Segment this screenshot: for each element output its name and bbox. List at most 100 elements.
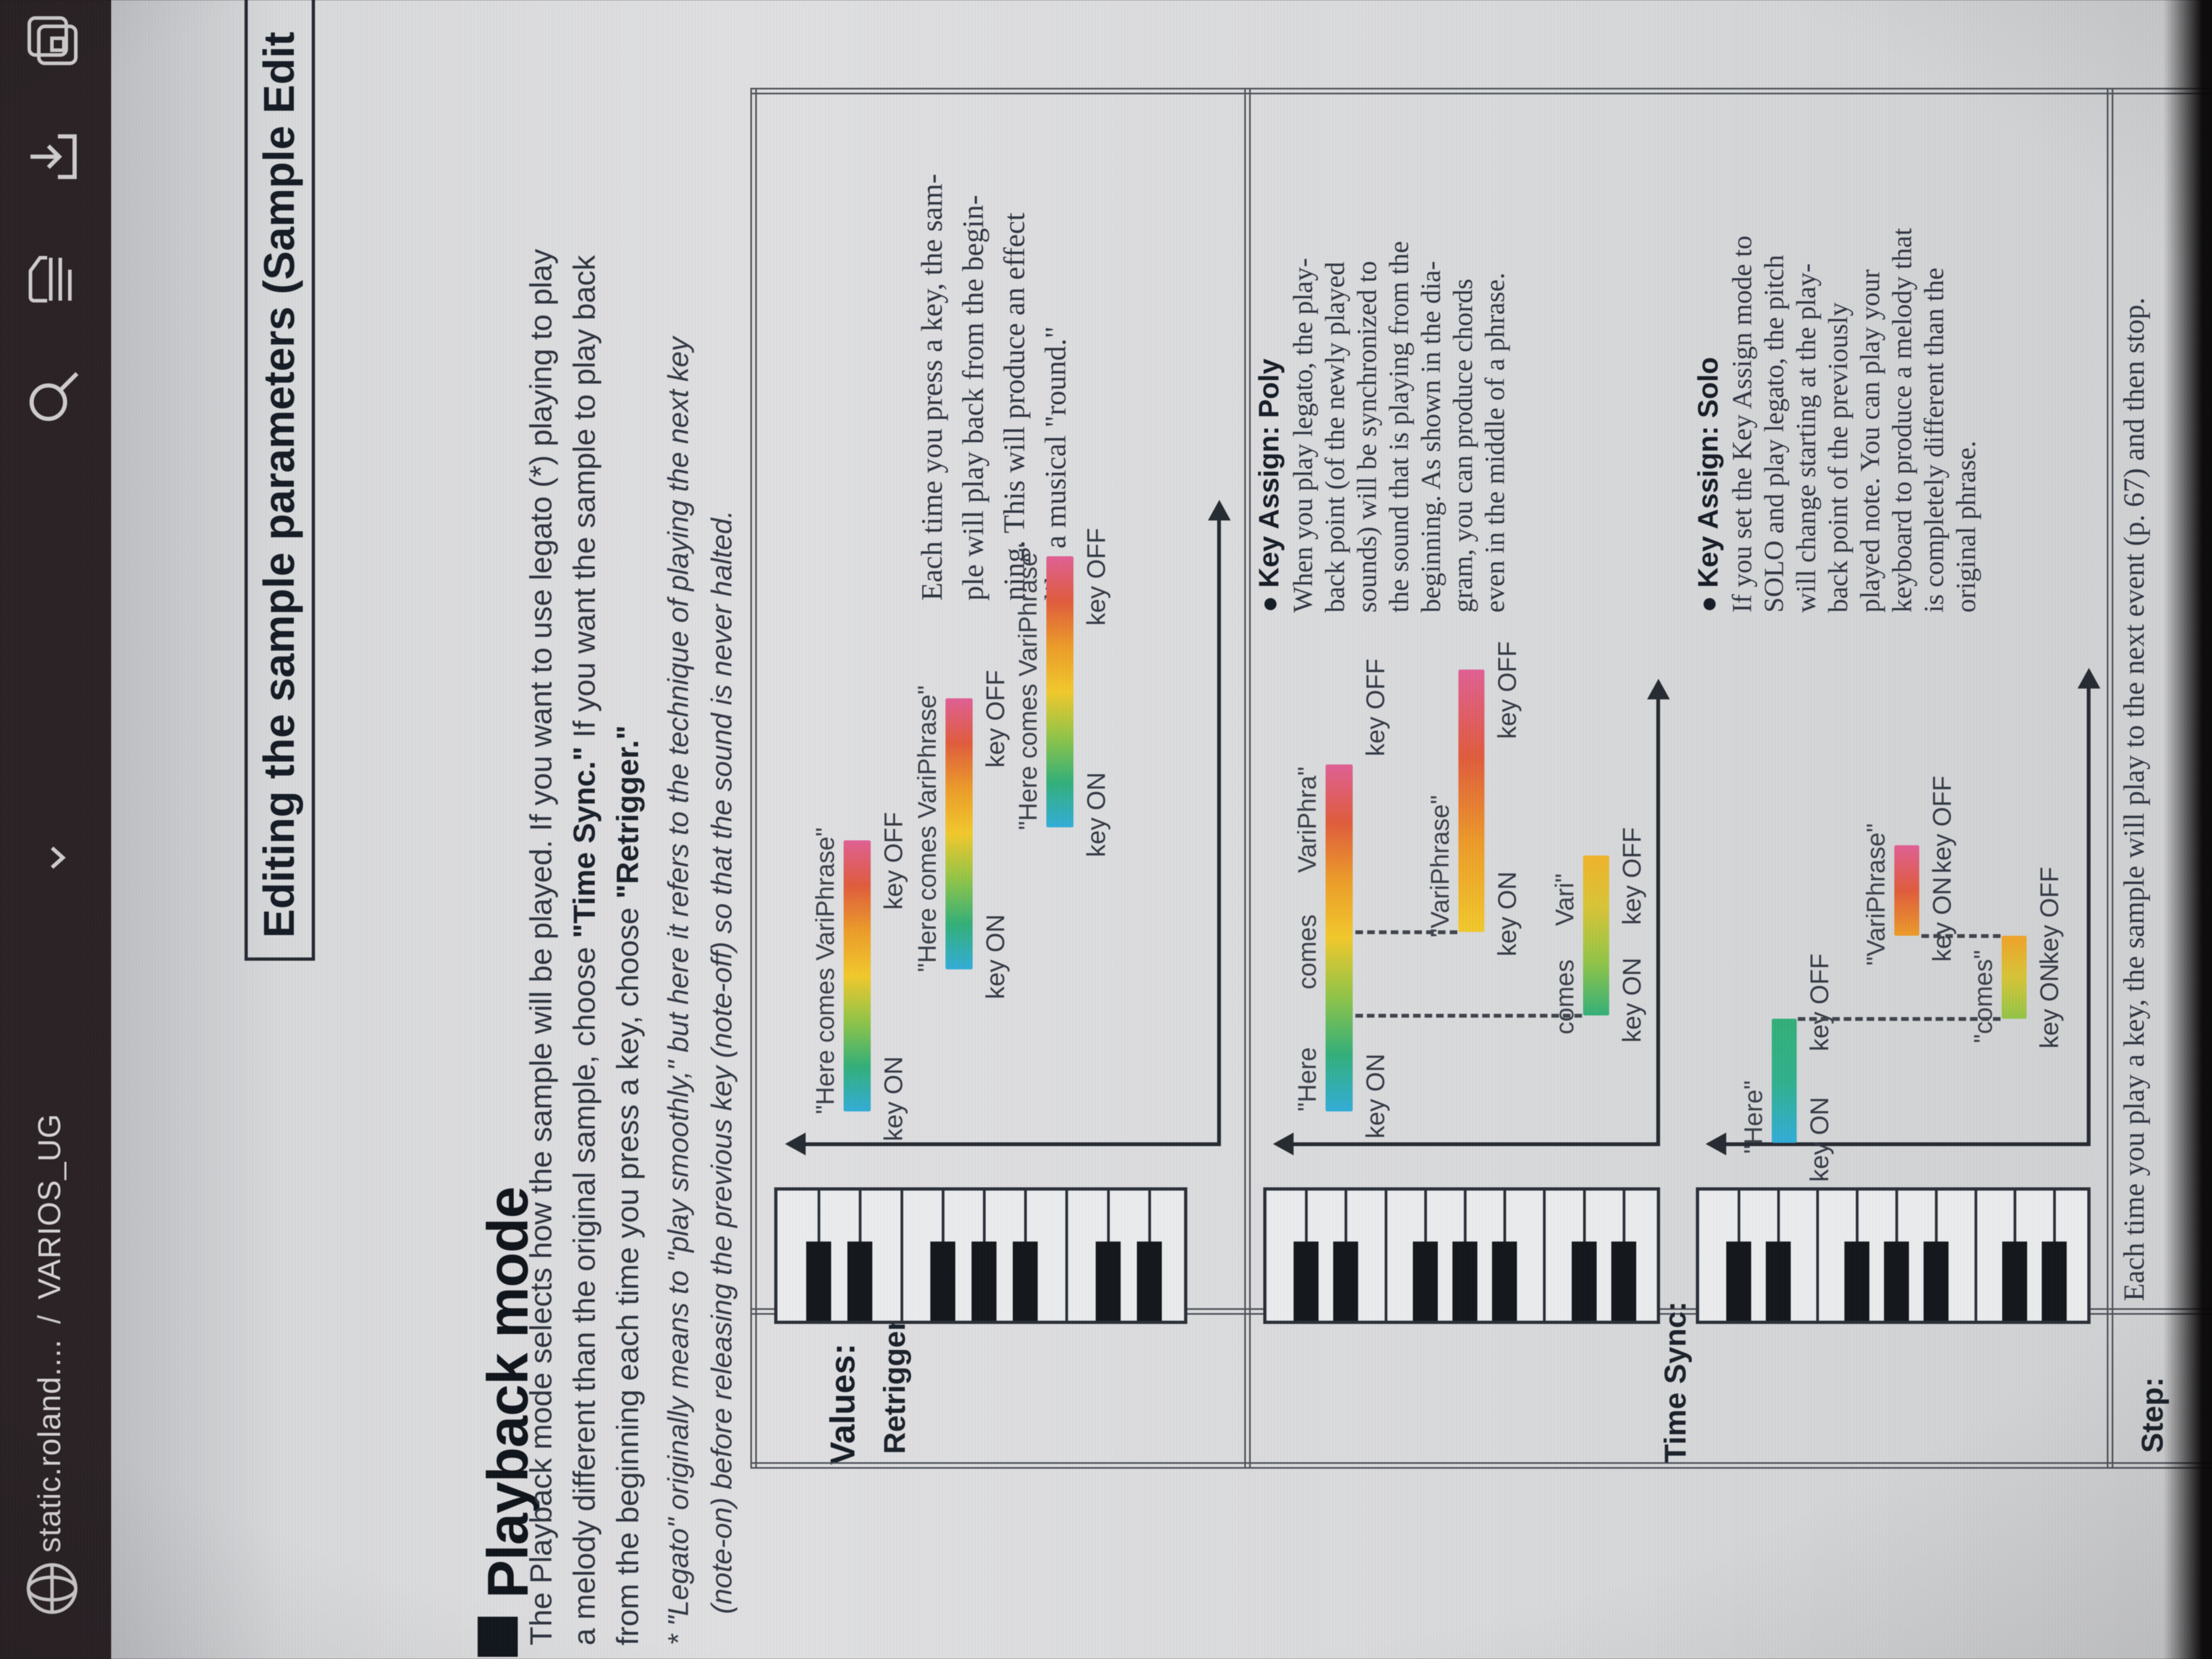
phrase-word-label: comes <box>1293 914 1321 989</box>
text-segment: "Retrigger." <box>610 725 645 899</box>
key-off-label: key OFF <box>879 812 908 910</box>
black-key <box>1333 1242 1359 1321</box>
key-assign-text-line: is completely different than the <box>1919 267 1950 613</box>
page-header-box: Editing the sample parameters (Sample Ed… <box>245 0 315 961</box>
key-assign-text-line: played note. You can play your <box>1855 269 1886 613</box>
black-key <box>1492 1242 1517 1321</box>
phrase-label: "Here comes VariPhrase" <box>1013 543 1042 830</box>
table-border-line <box>1249 88 1251 1469</box>
phrase-bar <box>1772 1019 1797 1143</box>
text-segment: (note-on) before releasing the previous … <box>706 510 738 1614</box>
sync-dash-line <box>1798 1017 2001 1021</box>
key-assign-poly-heading: ● Key Assign: Poly <box>1253 358 1285 613</box>
phrase-bar <box>1326 764 1353 1111</box>
black-key <box>1923 1242 1949 1321</box>
chevron-down-icon[interactable] <box>40 841 73 874</box>
key-assign-text-line: SOLO and play legato, the pitch <box>1759 254 1790 613</box>
pitch-axis-arrowhead-icon <box>785 1133 806 1155</box>
key-off-label: key OFF <box>1361 658 1390 756</box>
time-axis-arrowhead-icon <box>2078 668 2100 689</box>
text-segment: The Playback mode selects how the sample… <box>524 249 558 1645</box>
keyboard-graphic <box>1696 1187 2091 1324</box>
text-segment: a melody different than the original sam… <box>567 938 602 1645</box>
retrigger-text-line: ple will play back from the begin- <box>956 195 989 601</box>
phrase-word-label: "Here <box>1293 1047 1321 1111</box>
white-key-separator <box>1543 1191 1546 1321</box>
url-separator: / <box>32 1314 67 1324</box>
phrase-label: "Here" <box>1739 1080 1767 1154</box>
sync-dash-line <box>1921 934 2001 938</box>
pitch-axis-arrowhead-icon <box>1706 1133 1726 1155</box>
key-assign-text-line: back point of the previously <box>1823 302 1854 613</box>
phrase-bar <box>1894 845 1919 936</box>
address-bar[interactable]: static.roland.... / VARIOS_UG <box>31 1114 68 1553</box>
time-axis-line <box>1217 520 1221 1146</box>
black-key <box>2002 1242 2028 1321</box>
phrase-word-label: Vari" <box>1550 873 1579 926</box>
black-key <box>972 1242 996 1321</box>
globe-icon <box>24 1560 80 1617</box>
black-key <box>2042 1242 2067 1321</box>
key-on-label: key ON <box>981 914 1009 999</box>
table-border-line <box>2112 88 2113 1469</box>
url-document[interactable]: VARIOS_UG <box>32 1113 67 1300</box>
tab-switcher-icon[interactable] <box>21 11 86 70</box>
reader-view-icon[interactable] <box>21 249 86 309</box>
black-key <box>930 1242 955 1321</box>
pitch-axis-line <box>1722 1142 2091 1146</box>
intro-line: The Playback mode selects how the sample… <box>523 249 559 1645</box>
black-key <box>847 1242 873 1321</box>
black-key <box>1571 1242 1597 1321</box>
black-key <box>1452 1242 1477 1321</box>
keyboard-graphic <box>1263 1187 1660 1324</box>
key-assign-text-line: keyboard to produce a melody that <box>1887 228 1918 613</box>
phrase-bar <box>946 698 973 969</box>
key-assign-text-line: the sound that is playing from the <box>1384 241 1414 613</box>
table-border-line <box>750 93 2212 94</box>
key-off-label: key OFF <box>1617 827 1646 925</box>
table-border-line <box>1244 88 1246 1469</box>
key-assign-text-line: gram, you can produce chords <box>1448 278 1478 613</box>
table-border-line <box>750 88 2212 89</box>
intro-line: a melody different than the original sam… <box>567 255 602 1645</box>
footnote-line: (note-on) before releasing the previous … <box>705 510 738 1614</box>
key-on-label: key ON <box>1805 1097 1834 1182</box>
row-label-retrigger: Retrigger: <box>877 1309 911 1454</box>
black-key <box>1294 1242 1319 1321</box>
key-off-label: key OFF <box>1927 775 1956 873</box>
phrase-bar <box>1046 556 1073 827</box>
black-key <box>806 1242 832 1321</box>
step-text: Each time you play a key, the sample wil… <box>2118 297 2150 1301</box>
phrase-bar <box>844 840 871 1111</box>
text-segment: from the beginning each time you press a… <box>610 898 645 1645</box>
phrase-label: "VariPhrase" <box>1425 795 1454 937</box>
pdf-page: Editing the sample parameters (Sample Ed… <box>111 0 2212 1659</box>
phrase-bar <box>2002 936 2027 1019</box>
phrase-label: "Here comes VariPhrase" <box>912 685 941 972</box>
download-icon[interactable] <box>21 127 86 187</box>
key-assign-text-line: When you play legato, the play- <box>1288 258 1319 613</box>
time-axis-arrowhead-icon <box>1647 679 1670 699</box>
intro-line: from the beginning each time you press a… <box>610 725 646 1645</box>
key-assign-text-line: will change starting at the play- <box>1791 263 1822 613</box>
text-segment: * "Legato" originally means to "play smo… <box>663 337 695 1645</box>
table-border-line <box>755 88 757 1469</box>
key-off-label: key OFF <box>981 670 1009 768</box>
search-icon[interactable] <box>21 368 86 427</box>
phrase-word-label: VariPhra" <box>1293 766 1321 873</box>
retrigger-text-line: ning. This will produce an effect <box>998 213 1031 601</box>
key-assign-text-line: original phrase. <box>1951 440 1982 613</box>
table-border-line <box>750 88 752 1469</box>
black-key <box>1611 1242 1636 1321</box>
screen-bezel-edge <box>2163 0 2212 1659</box>
phrase-label: "comes" <box>1969 950 1997 1043</box>
white-key-separator <box>900 1191 903 1321</box>
phrase-label: "VariPhrase" <box>1861 823 1890 966</box>
key-off-label: key OFF <box>1805 953 1834 1051</box>
black-key <box>1136 1242 1162 1321</box>
time-axis-line <box>1656 699 1660 1146</box>
text-segment: If you want the sample to play back <box>567 255 602 747</box>
url-host[interactable]: static.roland.... <box>32 1339 67 1553</box>
key-assign-solo-heading: ● Key Assign: Solo <box>1693 357 1724 613</box>
